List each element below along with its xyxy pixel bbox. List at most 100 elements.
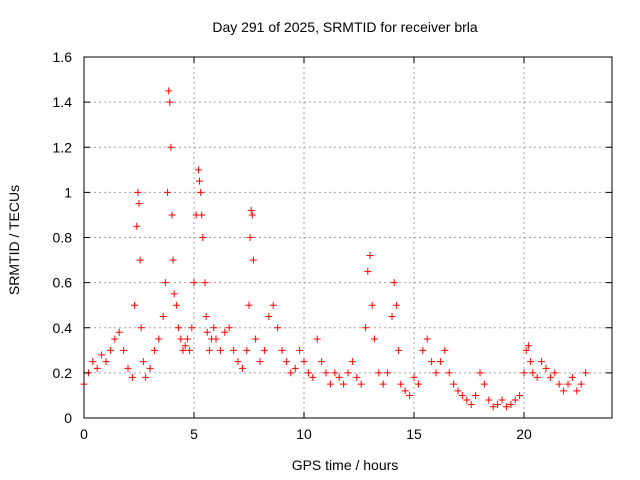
grid-lines bbox=[84, 57, 612, 418]
y-axis-label: SRMTID / TECUs bbox=[6, 185, 22, 295]
data-point bbox=[390, 279, 398, 287]
data-point bbox=[115, 328, 123, 336]
data-point bbox=[234, 358, 242, 366]
data-point bbox=[212, 335, 220, 343]
data-point bbox=[364, 267, 372, 275]
data-point bbox=[577, 380, 585, 388]
data-point bbox=[93, 364, 101, 372]
data-point bbox=[300, 358, 308, 366]
data-point bbox=[498, 396, 506, 404]
data-point bbox=[177, 335, 185, 343]
data-point bbox=[423, 335, 431, 343]
data-point bbox=[128, 373, 136, 381]
data-point bbox=[194, 166, 202, 174]
data-point bbox=[362, 324, 370, 332]
data-point bbox=[225, 324, 233, 332]
data-point bbox=[555, 380, 563, 388]
data-point bbox=[384, 369, 392, 377]
x-tick-labels: 0 5 10 15 20 bbox=[80, 426, 532, 442]
data-point bbox=[175, 324, 183, 332]
data-point bbox=[428, 358, 436, 366]
data-point bbox=[401, 387, 409, 395]
y-tick-label: 0 bbox=[64, 410, 72, 426]
data-point bbox=[568, 373, 576, 381]
data-point bbox=[331, 369, 339, 377]
data-point bbox=[89, 358, 97, 366]
data-point bbox=[335, 373, 343, 381]
data-point bbox=[166, 98, 174, 106]
data-point bbox=[502, 403, 510, 411]
data-point bbox=[436, 358, 444, 366]
data-point bbox=[375, 369, 383, 377]
data-point bbox=[183, 335, 191, 343]
data-point bbox=[326, 380, 334, 388]
data-point bbox=[379, 380, 387, 388]
data-point bbox=[133, 222, 141, 230]
x-tick-label: 15 bbox=[406, 426, 422, 442]
data-point bbox=[406, 391, 414, 399]
data-point bbox=[282, 358, 290, 366]
data-point bbox=[313, 335, 321, 343]
data-point bbox=[368, 301, 376, 309]
data-point bbox=[167, 143, 175, 151]
data-point bbox=[419, 346, 427, 354]
data-point bbox=[291, 364, 299, 372]
data-point bbox=[388, 312, 396, 320]
data-point bbox=[309, 373, 317, 381]
data-point bbox=[170, 290, 178, 298]
data-point bbox=[159, 312, 167, 320]
data-point bbox=[304, 369, 312, 377]
data-point bbox=[256, 358, 264, 366]
data-point bbox=[230, 346, 238, 354]
data-point bbox=[201, 279, 209, 287]
data-point bbox=[318, 358, 326, 366]
y-tick-label: 0.4 bbox=[53, 320, 73, 336]
data-point bbox=[210, 324, 218, 332]
y-tick-label: 0.8 bbox=[53, 230, 73, 246]
data-point bbox=[370, 335, 378, 343]
data-point bbox=[246, 234, 254, 241]
data-point bbox=[98, 351, 106, 359]
chart-title: Day 291 of 2025, SRMTID for receiver brl… bbox=[212, 19, 478, 35]
data-point bbox=[205, 346, 213, 354]
y-tick-label: 0.6 bbox=[53, 275, 73, 291]
data-point bbox=[124, 364, 132, 372]
x-tick-label: 0 bbox=[80, 426, 88, 442]
data-point bbox=[494, 400, 502, 408]
data-point bbox=[485, 396, 493, 404]
data-point bbox=[472, 391, 480, 399]
data-point bbox=[169, 256, 177, 264]
data-point bbox=[221, 328, 229, 336]
data-point bbox=[533, 373, 541, 381]
data-point bbox=[414, 380, 422, 388]
data-point bbox=[245, 301, 253, 309]
data-point bbox=[348, 358, 356, 366]
data-point bbox=[150, 346, 158, 354]
data-point bbox=[131, 301, 139, 309]
y-tick-label: 0.2 bbox=[53, 365, 73, 381]
data-point bbox=[450, 380, 458, 388]
data-point bbox=[216, 346, 224, 354]
data-point bbox=[516, 391, 524, 399]
data-point bbox=[353, 373, 361, 381]
data-point bbox=[164, 188, 172, 196]
data-point bbox=[196, 177, 203, 185]
data-point bbox=[542, 364, 550, 372]
data-point bbox=[454, 387, 462, 395]
data-point bbox=[507, 400, 515, 408]
y-tick-label: 1.2 bbox=[53, 139, 73, 155]
data-point bbox=[142, 373, 150, 381]
data-point bbox=[269, 301, 277, 309]
data-point bbox=[582, 369, 590, 377]
data-point bbox=[395, 346, 403, 354]
data-point bbox=[511, 396, 519, 404]
data-point bbox=[135, 200, 143, 208]
data-point bbox=[522, 346, 530, 354]
data-point bbox=[106, 346, 114, 354]
data-point bbox=[410, 373, 418, 381]
y-tick-label: 1.4 bbox=[53, 94, 73, 110]
x-tick-label: 5 bbox=[190, 426, 198, 442]
data-point bbox=[199, 234, 207, 241]
data-point bbox=[155, 335, 163, 343]
